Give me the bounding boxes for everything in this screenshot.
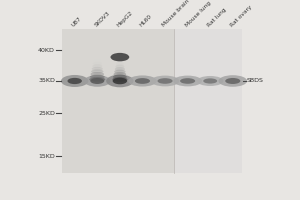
Text: HL60: HL60 [139,14,153,28]
Text: 15KD: 15KD [38,154,55,159]
Ellipse shape [113,78,127,84]
Ellipse shape [114,70,126,74]
Text: 40KD: 40KD [38,48,55,53]
Text: Rat lung: Rat lung [207,7,227,28]
Ellipse shape [173,76,202,86]
Bar [62,29,174,173]
Ellipse shape [128,75,157,87]
Ellipse shape [225,78,240,84]
Ellipse shape [89,77,105,82]
Text: 25KD: 25KD [38,111,55,116]
Ellipse shape [68,78,82,84]
Text: Mouse lung: Mouse lung [184,0,212,28]
Ellipse shape [112,77,128,82]
Ellipse shape [114,72,126,77]
Ellipse shape [92,67,103,71]
Ellipse shape [203,78,217,84]
Text: 35KD: 35KD [38,78,55,83]
Ellipse shape [116,62,124,66]
Ellipse shape [115,67,125,71]
Text: Rat ovary: Rat ovary [229,4,253,28]
Ellipse shape [180,78,195,84]
Ellipse shape [218,75,247,87]
Bar [174,29,242,173]
Ellipse shape [61,75,88,87]
Text: HepG2: HepG2 [116,10,134,28]
Text: SBDS: SBDS [246,78,263,83]
Ellipse shape [113,75,127,79]
Ellipse shape [197,76,224,86]
Ellipse shape [117,60,123,63]
Ellipse shape [90,75,105,79]
Ellipse shape [90,78,104,84]
Ellipse shape [158,78,172,84]
Ellipse shape [135,78,150,84]
Ellipse shape [91,69,104,74]
Ellipse shape [110,53,129,61]
Text: U87: U87 [71,16,83,28]
Ellipse shape [91,72,104,76]
Text: SKOV3: SKOV3 [94,11,111,28]
Ellipse shape [84,75,110,87]
Ellipse shape [94,59,101,63]
Ellipse shape [93,62,102,65]
Ellipse shape [106,75,134,87]
Ellipse shape [151,76,179,86]
Ellipse shape [116,65,124,69]
Ellipse shape [92,64,102,68]
Text: Mouse brain: Mouse brain [161,0,191,28]
